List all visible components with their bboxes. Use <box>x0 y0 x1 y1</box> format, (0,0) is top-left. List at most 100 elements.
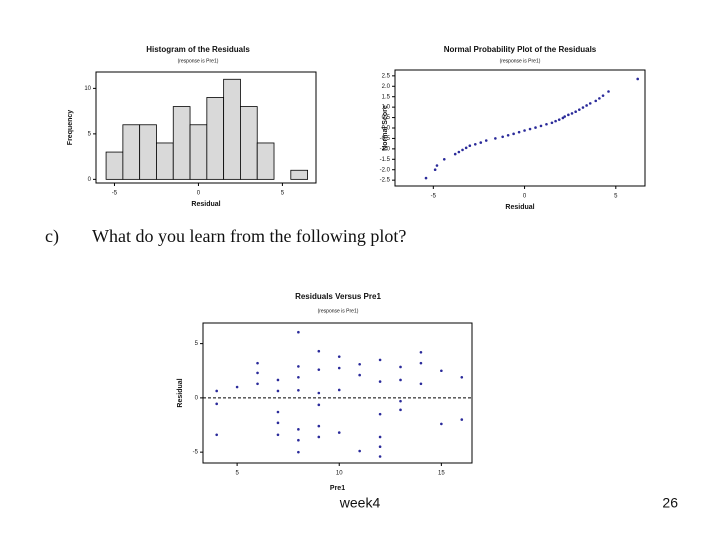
data-point <box>297 450 300 454</box>
data-point <box>440 369 443 373</box>
data-point <box>506 134 510 137</box>
histogram-bar <box>223 78 241 180</box>
data-point <box>528 127 532 131</box>
data-point <box>378 380 382 383</box>
data-point <box>256 371 259 375</box>
data-point <box>419 351 423 354</box>
data-point <box>419 382 423 386</box>
y-tick-label: 2.5 <box>382 73 391 79</box>
data-point <box>460 418 464 421</box>
chart-subtitle: (response is Pre1) <box>178 58 219 64</box>
data-point <box>585 104 588 107</box>
data-point <box>567 113 570 117</box>
data-point <box>399 378 402 382</box>
data-point <box>464 146 468 150</box>
x-tick-label: -5 <box>112 191 118 197</box>
x-tick-label: 5 <box>235 471 239 477</box>
histogram-bar <box>139 124 157 180</box>
data-point <box>297 428 300 431</box>
data-point <box>235 385 239 389</box>
data-point <box>399 365 402 369</box>
histogram-bar <box>105 151 124 180</box>
data-point <box>554 119 557 123</box>
x-tick-label: -5 <box>431 194 437 200</box>
data-point <box>523 129 526 132</box>
data-point <box>550 121 554 125</box>
y-tick-label: 0.5 <box>382 115 391 121</box>
plot-frame <box>202 322 473 464</box>
data-point <box>337 366 341 370</box>
data-point <box>494 137 497 140</box>
data-point <box>297 438 300 442</box>
y-tick-label: 1.0 <box>382 105 391 111</box>
x-tick-label: 5 <box>281 191 285 197</box>
y-tick-label: 0 <box>195 395 199 401</box>
data-point <box>636 77 640 81</box>
data-point <box>378 358 382 362</box>
plot-frame <box>394 69 646 187</box>
histogram-bar <box>240 106 258 180</box>
y-axis-label: Residual <box>177 378 184 407</box>
x-tick-label: 15 <box>438 471 445 477</box>
data-point <box>317 368 321 371</box>
data-point <box>276 421 280 425</box>
y-tick-label: 5 <box>195 341 199 347</box>
data-point <box>276 378 280 382</box>
data-point <box>297 375 300 379</box>
data-point <box>256 361 259 365</box>
data-point <box>317 403 321 407</box>
data-point <box>557 118 561 121</box>
data-point <box>512 132 515 136</box>
y-tick-label: 0.0 <box>382 126 391 132</box>
data-point <box>435 164 439 167</box>
data-point <box>378 445 382 449</box>
data-point <box>453 152 457 156</box>
data-point <box>358 373 361 377</box>
data-point <box>317 391 321 395</box>
data-point <box>501 135 504 139</box>
data-point <box>442 157 446 161</box>
data-point <box>419 361 423 365</box>
data-point <box>598 97 601 100</box>
y-tick-label: -1.5 <box>380 157 391 163</box>
data-point <box>215 402 218 406</box>
data-point <box>378 435 382 439</box>
x-tick-label: 5 <box>614 194 618 200</box>
data-point <box>574 110 577 114</box>
plot-frame <box>95 71 317 184</box>
y-tick-label: 10 <box>84 86 91 92</box>
data-point <box>317 349 321 353</box>
histogram-bar <box>256 142 275 180</box>
data-point <box>594 99 598 103</box>
data-point <box>337 431 341 434</box>
data-point <box>457 150 461 154</box>
data-point <box>424 176 428 180</box>
data-point <box>276 389 280 393</box>
data-point <box>570 112 574 115</box>
y-tick-label: -0.5 <box>380 136 391 142</box>
data-point <box>545 122 548 126</box>
y-tick-label: -5 <box>193 450 199 456</box>
data-point <box>378 455 382 458</box>
x-axis-label: Residual <box>191 201 220 208</box>
data-point <box>276 433 280 437</box>
histogram-bar <box>172 106 191 180</box>
chart-title: Residuals Versus Pre1 <box>295 292 381 301</box>
page-number: 26 <box>662 495 678 511</box>
data-point <box>215 433 218 437</box>
question-label: c) <box>45 226 59 247</box>
data-point <box>399 399 402 403</box>
data-point <box>276 410 280 414</box>
footer-text: week4 <box>339 495 381 511</box>
y-tick-label: 5 <box>88 131 92 137</box>
data-point <box>440 422 443 426</box>
histogram-bar <box>156 142 174 180</box>
data-point <box>297 388 300 392</box>
histogram-bar <box>122 124 141 180</box>
data-point <box>337 388 341 392</box>
data-point <box>433 168 437 172</box>
question-text: What do you learn from the following plo… <box>92 226 406 246</box>
data-point <box>607 90 610 93</box>
histogram-bar <box>290 169 309 180</box>
